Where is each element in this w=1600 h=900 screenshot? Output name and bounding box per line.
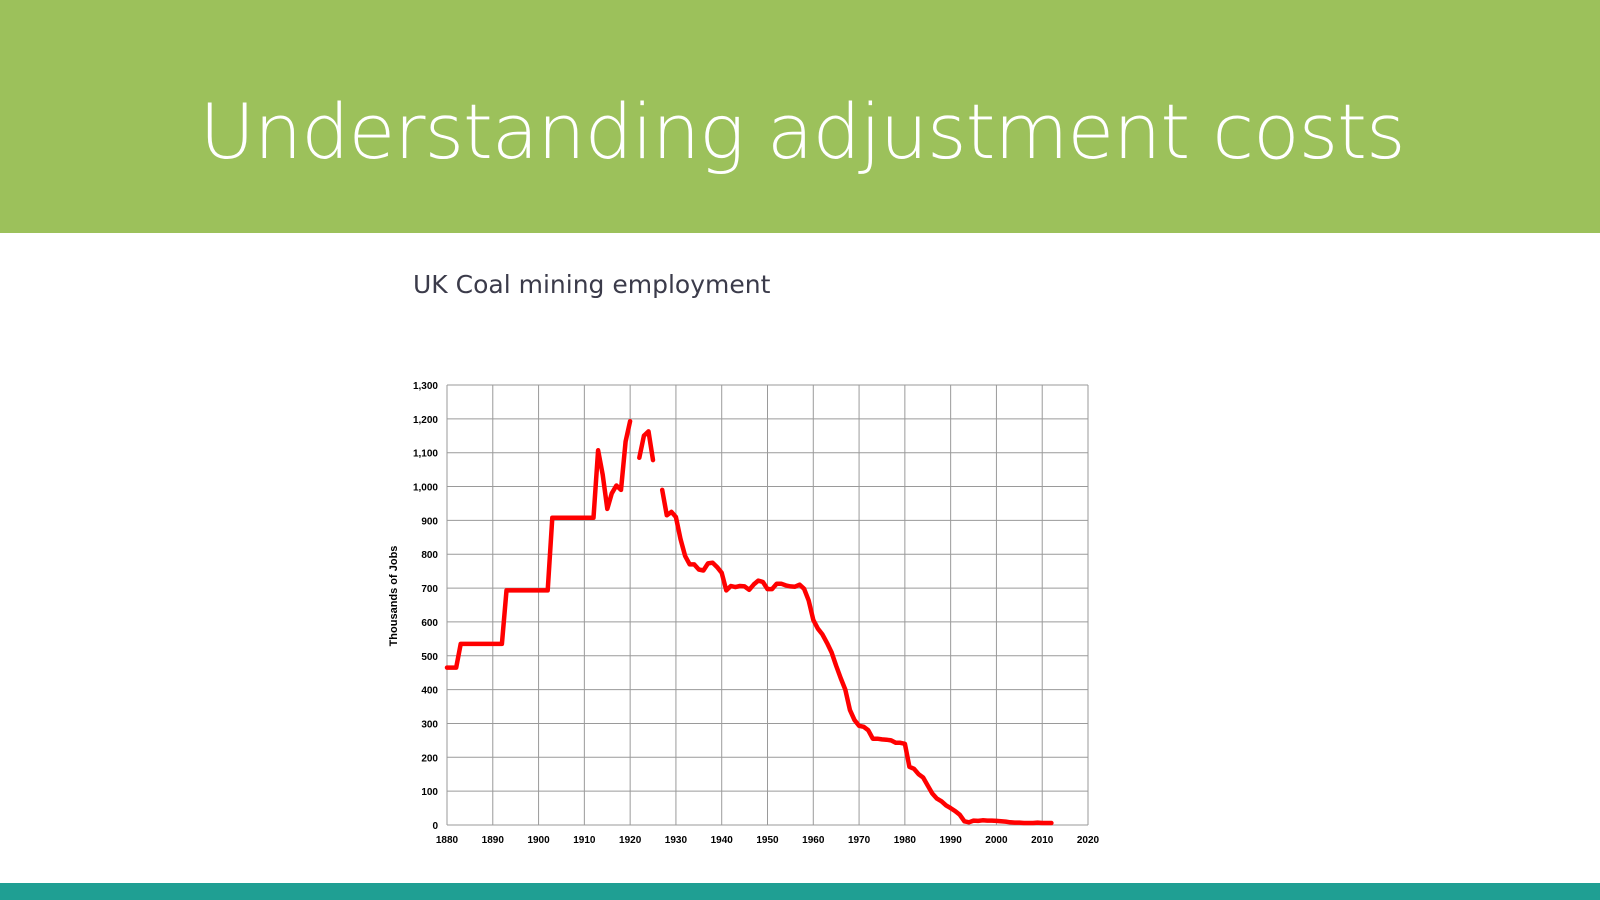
- y-tick-label: 800: [421, 550, 438, 561]
- y-tick-labels: 0 100 200 300 400 500 600 700 800 900 1,000 1,100 1,…: [413, 381, 438, 832]
- x-tick-label: 1890: [482, 835, 505, 846]
- slide-subtitle: UK Coal mining employment: [413, 270, 771, 299]
- y-tick-label: 700: [421, 584, 438, 595]
- x-tick-label: 1920: [619, 835, 642, 846]
- series-layer: [444, 418, 1054, 826]
- series-line-segment: [444, 418, 633, 670]
- y-tick-label: 0: [432, 821, 438, 832]
- x-tick-label: 2020: [1077, 835, 1100, 846]
- y-tick-label: 300: [421, 719, 438, 730]
- x-tick-label: 1970: [848, 835, 871, 846]
- y-tick-label: 400: [421, 686, 438, 697]
- line-chart: 0 100 200 300 400 500 600 700 800 900 1,000 1,100 1,…: [388, 381, 1100, 846]
- y-axis-label: Thousands of Jobs: [388, 546, 400, 647]
- y-tick-label: 1,300: [413, 381, 438, 392]
- chart-gridlines: [446, 384, 1089, 826]
- y-tick-label: 200: [421, 753, 438, 764]
- y-tick-label: 600: [421, 618, 438, 629]
- y-tick-label: 1,200: [413, 415, 438, 426]
- x-tick-label: 2010: [1031, 835, 1054, 846]
- y-tick-label: 900: [421, 516, 438, 527]
- x-tick-label: 1990: [940, 835, 963, 846]
- series-line-segment: [637, 429, 656, 463]
- x-tick-label: 1950: [756, 835, 779, 846]
- x-tick-label: 1930: [665, 835, 688, 846]
- chart-area: 0 100 200 300 400 500 600 700 800 900 1,000 1,100 1,…: [380, 370, 1120, 850]
- x-tick-label: 1980: [894, 835, 917, 846]
- y-tick-label: 1,100: [413, 449, 438, 460]
- y-tick-label: 100: [421, 787, 438, 798]
- x-tick-label: 2000: [985, 835, 1008, 846]
- x-tick-label: 1960: [802, 835, 825, 846]
- y-tick-label: 1,000: [413, 483, 438, 494]
- footer-bar: [0, 883, 1600, 900]
- x-tick-labels: 1880 1890 1900 1910 1920 1930 1940 1950 1960 1970…: [436, 835, 1100, 846]
- x-tick-label: 1900: [527, 835, 550, 846]
- series-line-segment: [659, 487, 1054, 826]
- slide-title: Understanding adjustment costs: [199, 87, 1405, 176]
- title-banner: Understanding adjustment costs: [0, 0, 1600, 233]
- x-tick-label: 1880: [436, 835, 459, 846]
- y-tick-label: 500: [421, 652, 438, 663]
- x-tick-label: 1940: [711, 835, 734, 846]
- x-tick-label: 1910: [573, 835, 596, 846]
